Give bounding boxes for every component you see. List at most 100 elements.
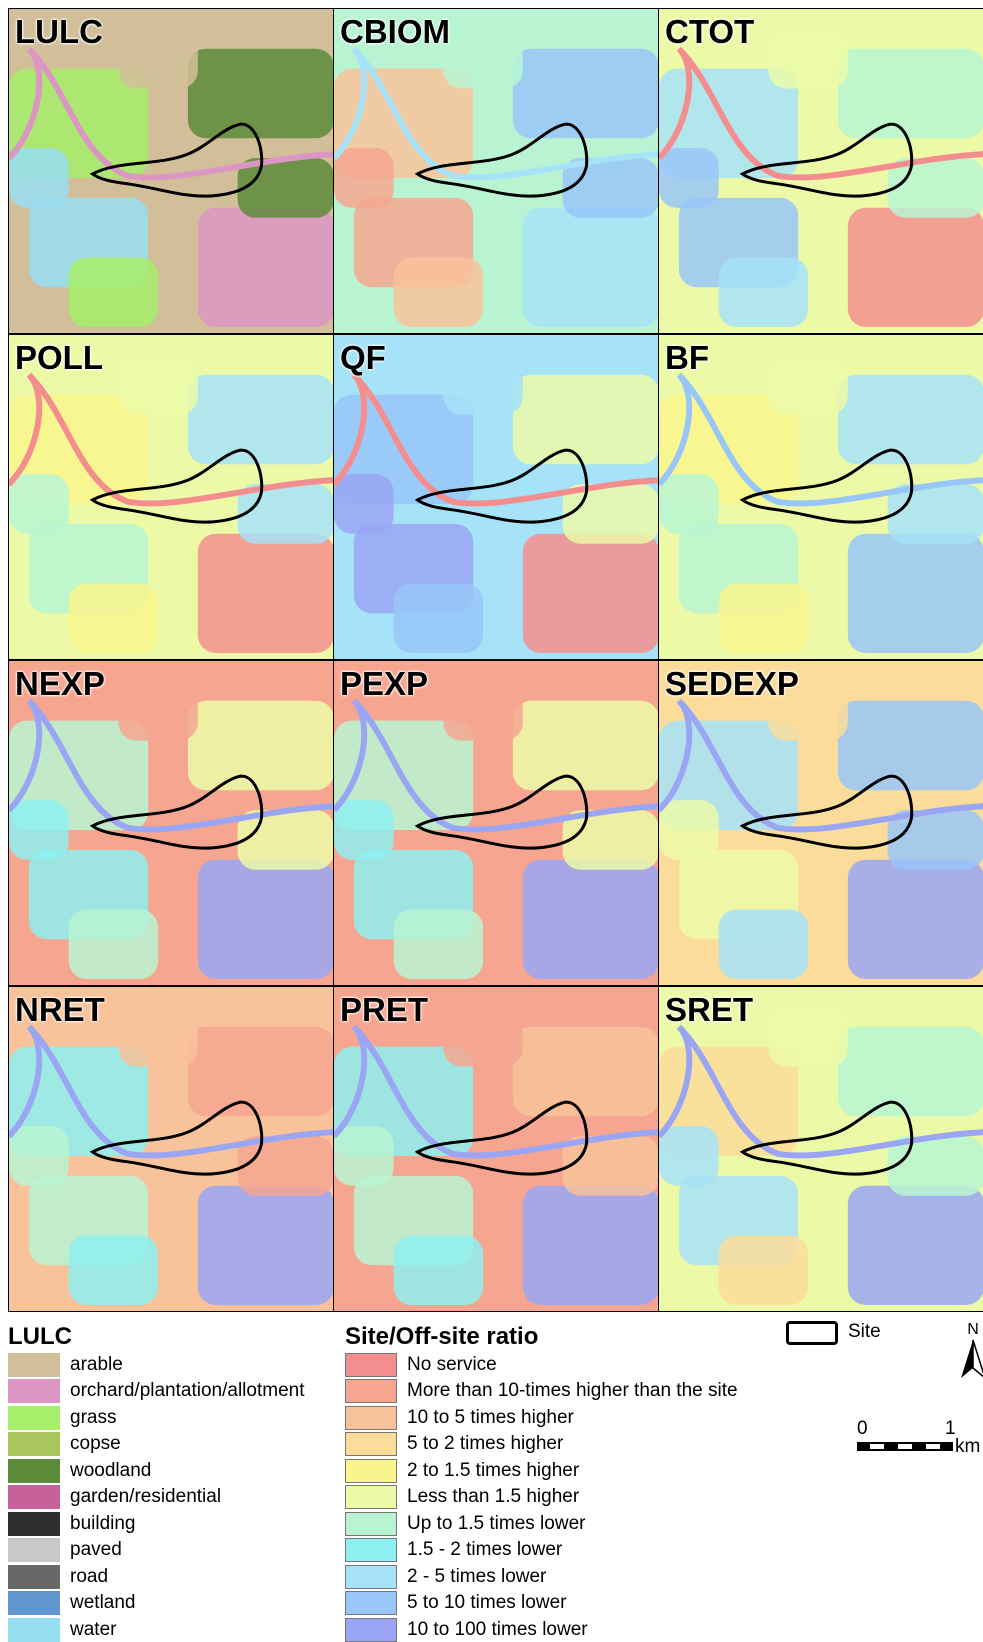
legend-swatch	[8, 1352, 60, 1377]
panel-title: PEXP	[340, 665, 429, 702]
land-patch	[237, 158, 334, 218]
land-patch	[9, 148, 69, 208]
legend-item: orchard/plantation/allotment	[8, 1379, 304, 1404]
legend-item: 2 to 1.5 times higher	[345, 1458, 579, 1483]
panel-title: POLL	[15, 339, 103, 376]
land-patch	[768, 28, 848, 89]
river	[659, 372, 983, 507]
panel-title: SEDEXP	[665, 665, 799, 702]
legend-item: 5 to 10 times lower	[345, 1591, 566, 1616]
map-raster	[334, 661, 659, 985]
legend-item: Less than 1.5 higher	[345, 1485, 579, 1510]
legend-label: building	[70, 1512, 136, 1534]
map-raster	[659, 9, 983, 333]
land-patch	[68, 257, 159, 328]
site-outline-swatch	[786, 1321, 838, 1345]
land-patch	[187, 374, 334, 465]
legend-item: grass	[8, 1405, 116, 1430]
site-boundary	[89, 1100, 264, 1176]
legend-swatch	[345, 1352, 397, 1377]
river	[659, 698, 983, 833]
river	[334, 46, 659, 181]
land-patch	[847, 533, 983, 654]
legend-label: 1.5 - 2 times lower	[407, 1539, 563, 1560]
map-panel-ctot: CTOT	[658, 8, 983, 334]
land-patch	[118, 1006, 198, 1067]
river	[9, 1024, 334, 1159]
map-raster	[334, 987, 659, 1311]
land-patch	[197, 859, 334, 980]
legend-label: wetland	[70, 1592, 136, 1613]
map-panel-sedexp: SEDEXP	[658, 660, 983, 986]
site-boundary	[414, 448, 589, 524]
legend-item: wetland	[8, 1591, 136, 1616]
land-patch	[659, 474, 719, 534]
land-patch	[512, 48, 659, 139]
land-patch	[443, 354, 523, 415]
scale-start-label: 0	[857, 1418, 868, 1439]
land-patch	[522, 1185, 659, 1306]
legend-swatch	[345, 1564, 397, 1589]
land-patch	[847, 859, 983, 980]
land-patch	[522, 859, 659, 980]
legend-item: 2 - 5 times lower	[345, 1564, 546, 1589]
legend-label: 2 to 1.5 times higher	[407, 1459, 580, 1481]
land-patch	[9, 1126, 69, 1186]
land-patch	[9, 800, 69, 860]
land-patch	[443, 680, 523, 741]
site-boundary	[414, 1100, 589, 1176]
map-panel-pret: PRET	[333, 986, 660, 1312]
map-raster	[9, 987, 334, 1311]
land-patch	[334, 148, 394, 208]
legend-label: Less than 1.5 higher	[407, 1486, 580, 1507]
legend-swatch	[345, 1591, 397, 1615]
legend-swatch	[8, 1617, 60, 1642]
land-patch	[187, 1026, 334, 1117]
river	[9, 46, 334, 181]
site-boundary	[414, 774, 589, 850]
legend-label: woodland	[70, 1459, 152, 1481]
legend-label: arable	[70, 1353, 123, 1375]
land-patch	[887, 484, 983, 544]
north-label: N	[967, 1321, 979, 1338]
legend-swatch	[8, 1485, 60, 1509]
river	[659, 46, 983, 181]
river	[659, 1024, 983, 1159]
legend-label: 5 to 10 times lower	[407, 1592, 567, 1613]
land-patch	[562, 158, 659, 218]
land-patch	[9, 474, 69, 534]
legend-swatch	[8, 1432, 60, 1456]
land-patch	[522, 207, 659, 328]
legend-item: 10 to 5 times higher	[345, 1405, 574, 1430]
site-boundary	[739, 774, 914, 850]
map-raster	[334, 335, 659, 659]
legend-label: 10 to 100 times lower	[407, 1618, 588, 1640]
legend-label: orchard/plantation/allotment	[70, 1380, 305, 1401]
land-patch	[718, 257, 809, 328]
legend-label: 2 - 5 times lower	[407, 1565, 547, 1587]
land-patch	[512, 1026, 659, 1117]
site-boundary	[89, 774, 264, 850]
land-patch	[768, 680, 848, 741]
legend-label: road	[70, 1565, 109, 1587]
legend-swatch	[8, 1458, 60, 1483]
legend-swatch	[8, 1405, 60, 1430]
land-patch	[197, 1185, 334, 1306]
legend-label: No service	[407, 1353, 497, 1375]
land-patch	[197, 533, 334, 654]
river	[334, 698, 659, 833]
scale-unit-label: km	[955, 1436, 980, 1457]
river	[9, 372, 334, 507]
land-patch	[118, 354, 198, 415]
map-panel-cbiom: CBIOM	[333, 8, 660, 334]
map-panel-pexp: PEXP	[333, 660, 660, 986]
lulc-legend-title: LULC	[8, 1323, 72, 1350]
site-boundary	[89, 448, 264, 524]
land-patch	[187, 700, 334, 791]
panel-title: NRET	[15, 991, 105, 1028]
map-panel-bf: BF	[658, 334, 983, 660]
legend-swatch	[8, 1511, 60, 1536]
land-patch	[118, 680, 198, 741]
legend-label: paved	[70, 1539, 122, 1560]
land-patch	[847, 1185, 983, 1306]
